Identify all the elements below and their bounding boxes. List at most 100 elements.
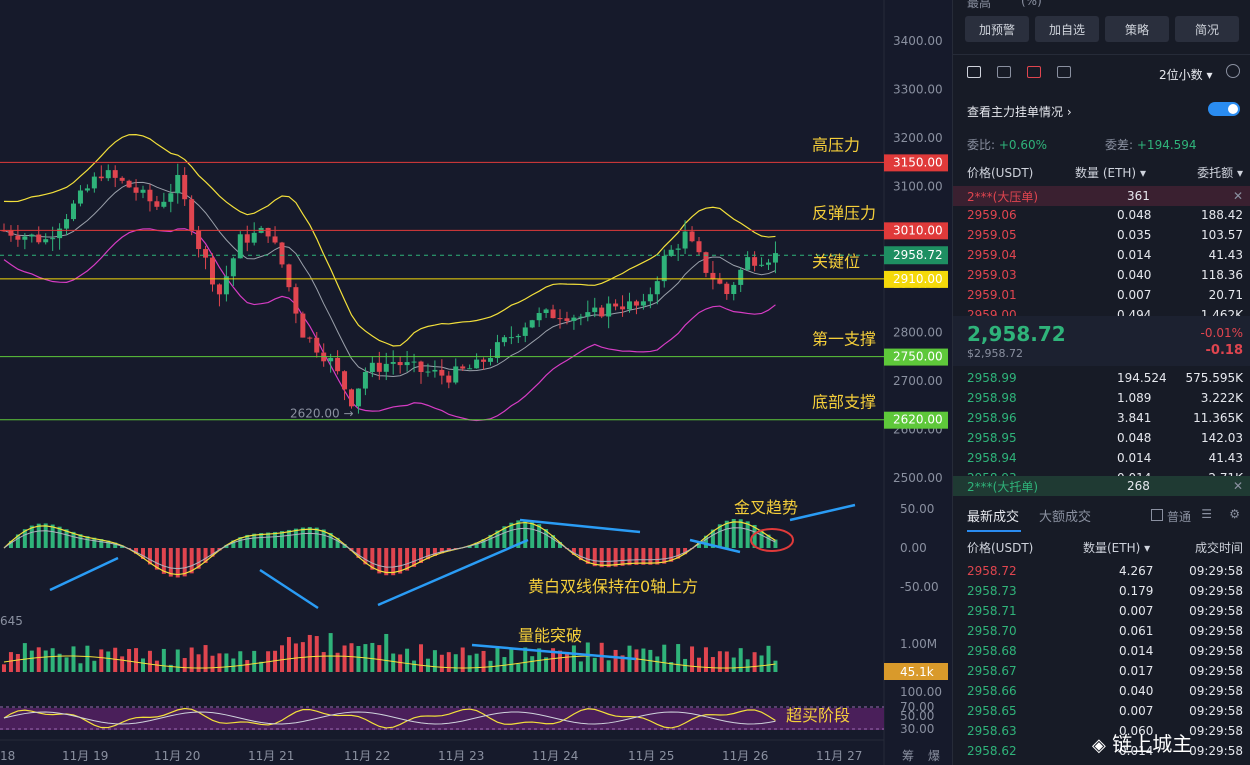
bid-row[interactable]: 2958.96 3.841 11.365K (953, 408, 1250, 428)
book-asks-icon[interactable] (1027, 66, 1041, 78)
volume-bar (29, 650, 34, 672)
trade-row[interactable]: 2958.67 0.017 09:29:58 (953, 661, 1250, 681)
ask-row[interactable]: 2959.06 0.048 188.42 (953, 205, 1250, 225)
trade-qty: 0.061 (1119, 624, 1154, 638)
trade-time: 09:29:58 (1189, 684, 1243, 698)
trade-time: 09:29:58 (1189, 704, 1243, 718)
book-depth-icon[interactable] (1057, 66, 1071, 78)
candle-body (230, 258, 236, 277)
bid-row[interactable]: 2958.94 0.014 41.43 (953, 448, 1250, 468)
orderbook-toggle[interactable] (1208, 102, 1240, 116)
macd-histogram-bar (29, 525, 34, 548)
macd-histogram-bar (363, 548, 368, 565)
ask-row[interactable]: 2959.01 0.007 20.71 (953, 285, 1250, 305)
trades-header-qty[interactable]: 数量(ETH) ▾ (1083, 540, 1151, 555)
bid-big-order-band[interactable]: 2***(大托单) 268 ✕ (953, 476, 1250, 496)
macd-histogram-bar (724, 520, 729, 548)
ask-row[interactable]: 2959.03 0.040 118.36 (953, 265, 1250, 285)
normal-checkbox[interactable] (1151, 509, 1163, 521)
candle-body (759, 264, 765, 266)
candle-body (203, 249, 209, 258)
candle-body (620, 306, 626, 310)
trades-header-price: 价格(USDT) (967, 540, 1034, 555)
tab-latest-trades[interactable]: 最新成交 (967, 510, 1020, 525)
bid-row[interactable]: 2958.95 0.048 142.03 (953, 428, 1250, 448)
filter-icon[interactable]: ☰ (1201, 507, 1212, 521)
candlestick-chart[interactable]: 3400.003300.003200.003100.003000.002900.… (0, 0, 952, 765)
volume-bar (356, 646, 361, 672)
candle-body (77, 190, 83, 204)
orderbook-toggle-label[interactable]: 查看主力挂单情况 › (967, 103, 1072, 120)
close-icon[interactable]: ✕ (1232, 189, 1243, 203)
macd-histogram-bar (273, 531, 278, 548)
volume-bar (697, 657, 701, 672)
close-icon[interactable]: ✕ (1232, 479, 1243, 493)
bid-price: 2958.95 (967, 431, 1017, 445)
macd-histogram-bar (488, 534, 493, 548)
ask-row[interactable]: 2959.05 0.035 103.57 (953, 225, 1250, 245)
macd-histogram-bar (203, 548, 208, 563)
macd-histogram-bar (328, 532, 333, 548)
volume-bar (273, 650, 278, 672)
volume-bar (703, 647, 708, 672)
trade-row[interactable]: 2958.70 0.061 09:29:58 (953, 621, 1250, 641)
x-tick-label: 11月 20 (154, 749, 200, 763)
chart-area[interactable]: 3400.003300.003200.003100.003000.002900.… (0, 0, 952, 765)
trend-arrow (789, 503, 856, 522)
decimals-select[interactable]: 2位小数 ▾ (1159, 66, 1213, 83)
book-bids-icon[interactable] (997, 66, 1011, 78)
ask-big-order-band[interactable]: 2***(大压单) 361 ✕ (953, 186, 1250, 206)
volume-bar (710, 657, 715, 672)
trade-row[interactable]: 2958.73 0.179 09:29:58 (953, 581, 1250, 601)
volume-bar (717, 651, 722, 672)
candle-body (161, 201, 167, 207)
bid-total: 575.595K (1185, 371, 1244, 385)
overview-button[interactable]: 简况 (1175, 16, 1239, 42)
macd-histogram-bar (571, 548, 576, 555)
header-total[interactable]: 委托额 ▾ (1197, 165, 1243, 180)
volume-bar (175, 649, 180, 672)
macd-dea-line (3, 527, 776, 570)
tab-large-trades[interactable]: 大额成交 (1039, 510, 1092, 525)
candle-body (91, 176, 97, 189)
trade-row[interactable]: 2958.72 4.267 09:29:58 (953, 561, 1250, 581)
candle-body (425, 371, 431, 373)
bid-price: 2958.94 (967, 451, 1017, 465)
ask-row[interactable]: 2959.04 0.014 41.43 (953, 245, 1250, 265)
bid-row[interactable]: 2958.99 194.524 575.595K (953, 368, 1250, 388)
macd-histogram-bar (238, 537, 243, 548)
last-price: 2,958.72 (967, 322, 1066, 346)
trade-row[interactable]: 2958.68 0.014 09:29:58 (953, 641, 1250, 661)
ask-total: 20.71 (1208, 288, 1243, 302)
trade-row[interactable]: 2958.71 0.007 09:29:58 (953, 601, 1250, 621)
alert-button[interactable]: 加预警 (965, 16, 1029, 42)
trade-row[interactable]: 2958.63 0.060 09:29:58 (953, 721, 1250, 741)
trade-row[interactable]: 2958.65 0.007 09:29:58 (953, 701, 1250, 721)
settings-gear-icon[interactable] (1226, 64, 1240, 78)
trade-row[interactable]: 2958.62 0.014 09:29:58 (953, 741, 1250, 761)
candle-body (300, 313, 306, 338)
strategy-button[interactable]: 策略 (1105, 16, 1169, 42)
volume-bar (467, 655, 472, 672)
watchlist-button[interactable]: 加自选 (1035, 16, 1099, 42)
settings-gear-icon[interactable]: ⚙ (1229, 507, 1240, 521)
macd-histogram-bar (286, 529, 291, 548)
bid-row[interactable]: 2958.98 1.089 3.222K (953, 388, 1250, 408)
macd-histogram-bar (766, 534, 771, 548)
volume-bar (446, 652, 451, 672)
trade-row[interactable]: 2958.66 0.040 09:29:58 (953, 681, 1250, 701)
macd-histogram-bar (36, 523, 41, 548)
bid-qty: 0.048 (1117, 431, 1152, 445)
volume-bar (405, 648, 410, 672)
volume-bar (425, 658, 430, 672)
macd-histogram-bar (384, 548, 389, 576)
price-level-tag (884, 348, 948, 366)
y-tick-label: 2800.00 (893, 325, 943, 339)
bid-qty: 0.014 (1117, 451, 1152, 465)
volume-bar (161, 648, 166, 672)
header-qty[interactable]: 数量 (ETH) ▾ (1075, 165, 1146, 180)
volume-current-label: 45.1k (900, 665, 934, 679)
volume-bar (106, 651, 111, 672)
book-both-icon[interactable] (967, 66, 981, 78)
macd-histogram-bar (85, 536, 90, 548)
